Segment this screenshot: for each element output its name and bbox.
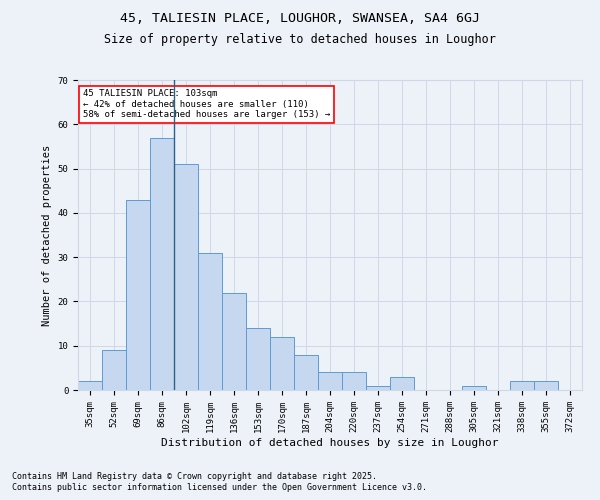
Bar: [102, 350, 126, 390]
Bar: [342, 372, 366, 390]
Bar: [150, 138, 174, 390]
Bar: [534, 381, 558, 390]
Bar: [510, 381, 534, 390]
Bar: [246, 328, 270, 390]
Text: 45 TALIESIN PLACE: 103sqm
← 42% of detached houses are smaller (110)
58% of semi: 45 TALIESIN PLACE: 103sqm ← 42% of detac…: [83, 90, 330, 119]
Bar: [270, 337, 294, 390]
Bar: [318, 372, 342, 390]
Text: Contains public sector information licensed under the Open Government Licence v3: Contains public sector information licen…: [12, 484, 427, 492]
Text: 45, TALIESIN PLACE, LOUGHOR, SWANSEA, SA4 6GJ: 45, TALIESIN PLACE, LOUGHOR, SWANSEA, SA…: [120, 12, 480, 26]
Y-axis label: Number of detached properties: Number of detached properties: [42, 144, 52, 326]
Bar: [222, 292, 246, 390]
Bar: [174, 164, 198, 390]
X-axis label: Distribution of detached houses by size in Loughor: Distribution of detached houses by size …: [161, 438, 499, 448]
Text: Contains HM Land Registry data © Crown copyright and database right 2025.: Contains HM Land Registry data © Crown c…: [12, 472, 377, 481]
Text: Size of property relative to detached houses in Loughor: Size of property relative to detached ho…: [104, 32, 496, 46]
Bar: [462, 386, 486, 390]
Bar: [366, 386, 390, 390]
Bar: [126, 200, 150, 390]
Bar: [78, 381, 102, 390]
Bar: [198, 252, 222, 390]
Bar: [390, 376, 414, 390]
Bar: [294, 354, 318, 390]
